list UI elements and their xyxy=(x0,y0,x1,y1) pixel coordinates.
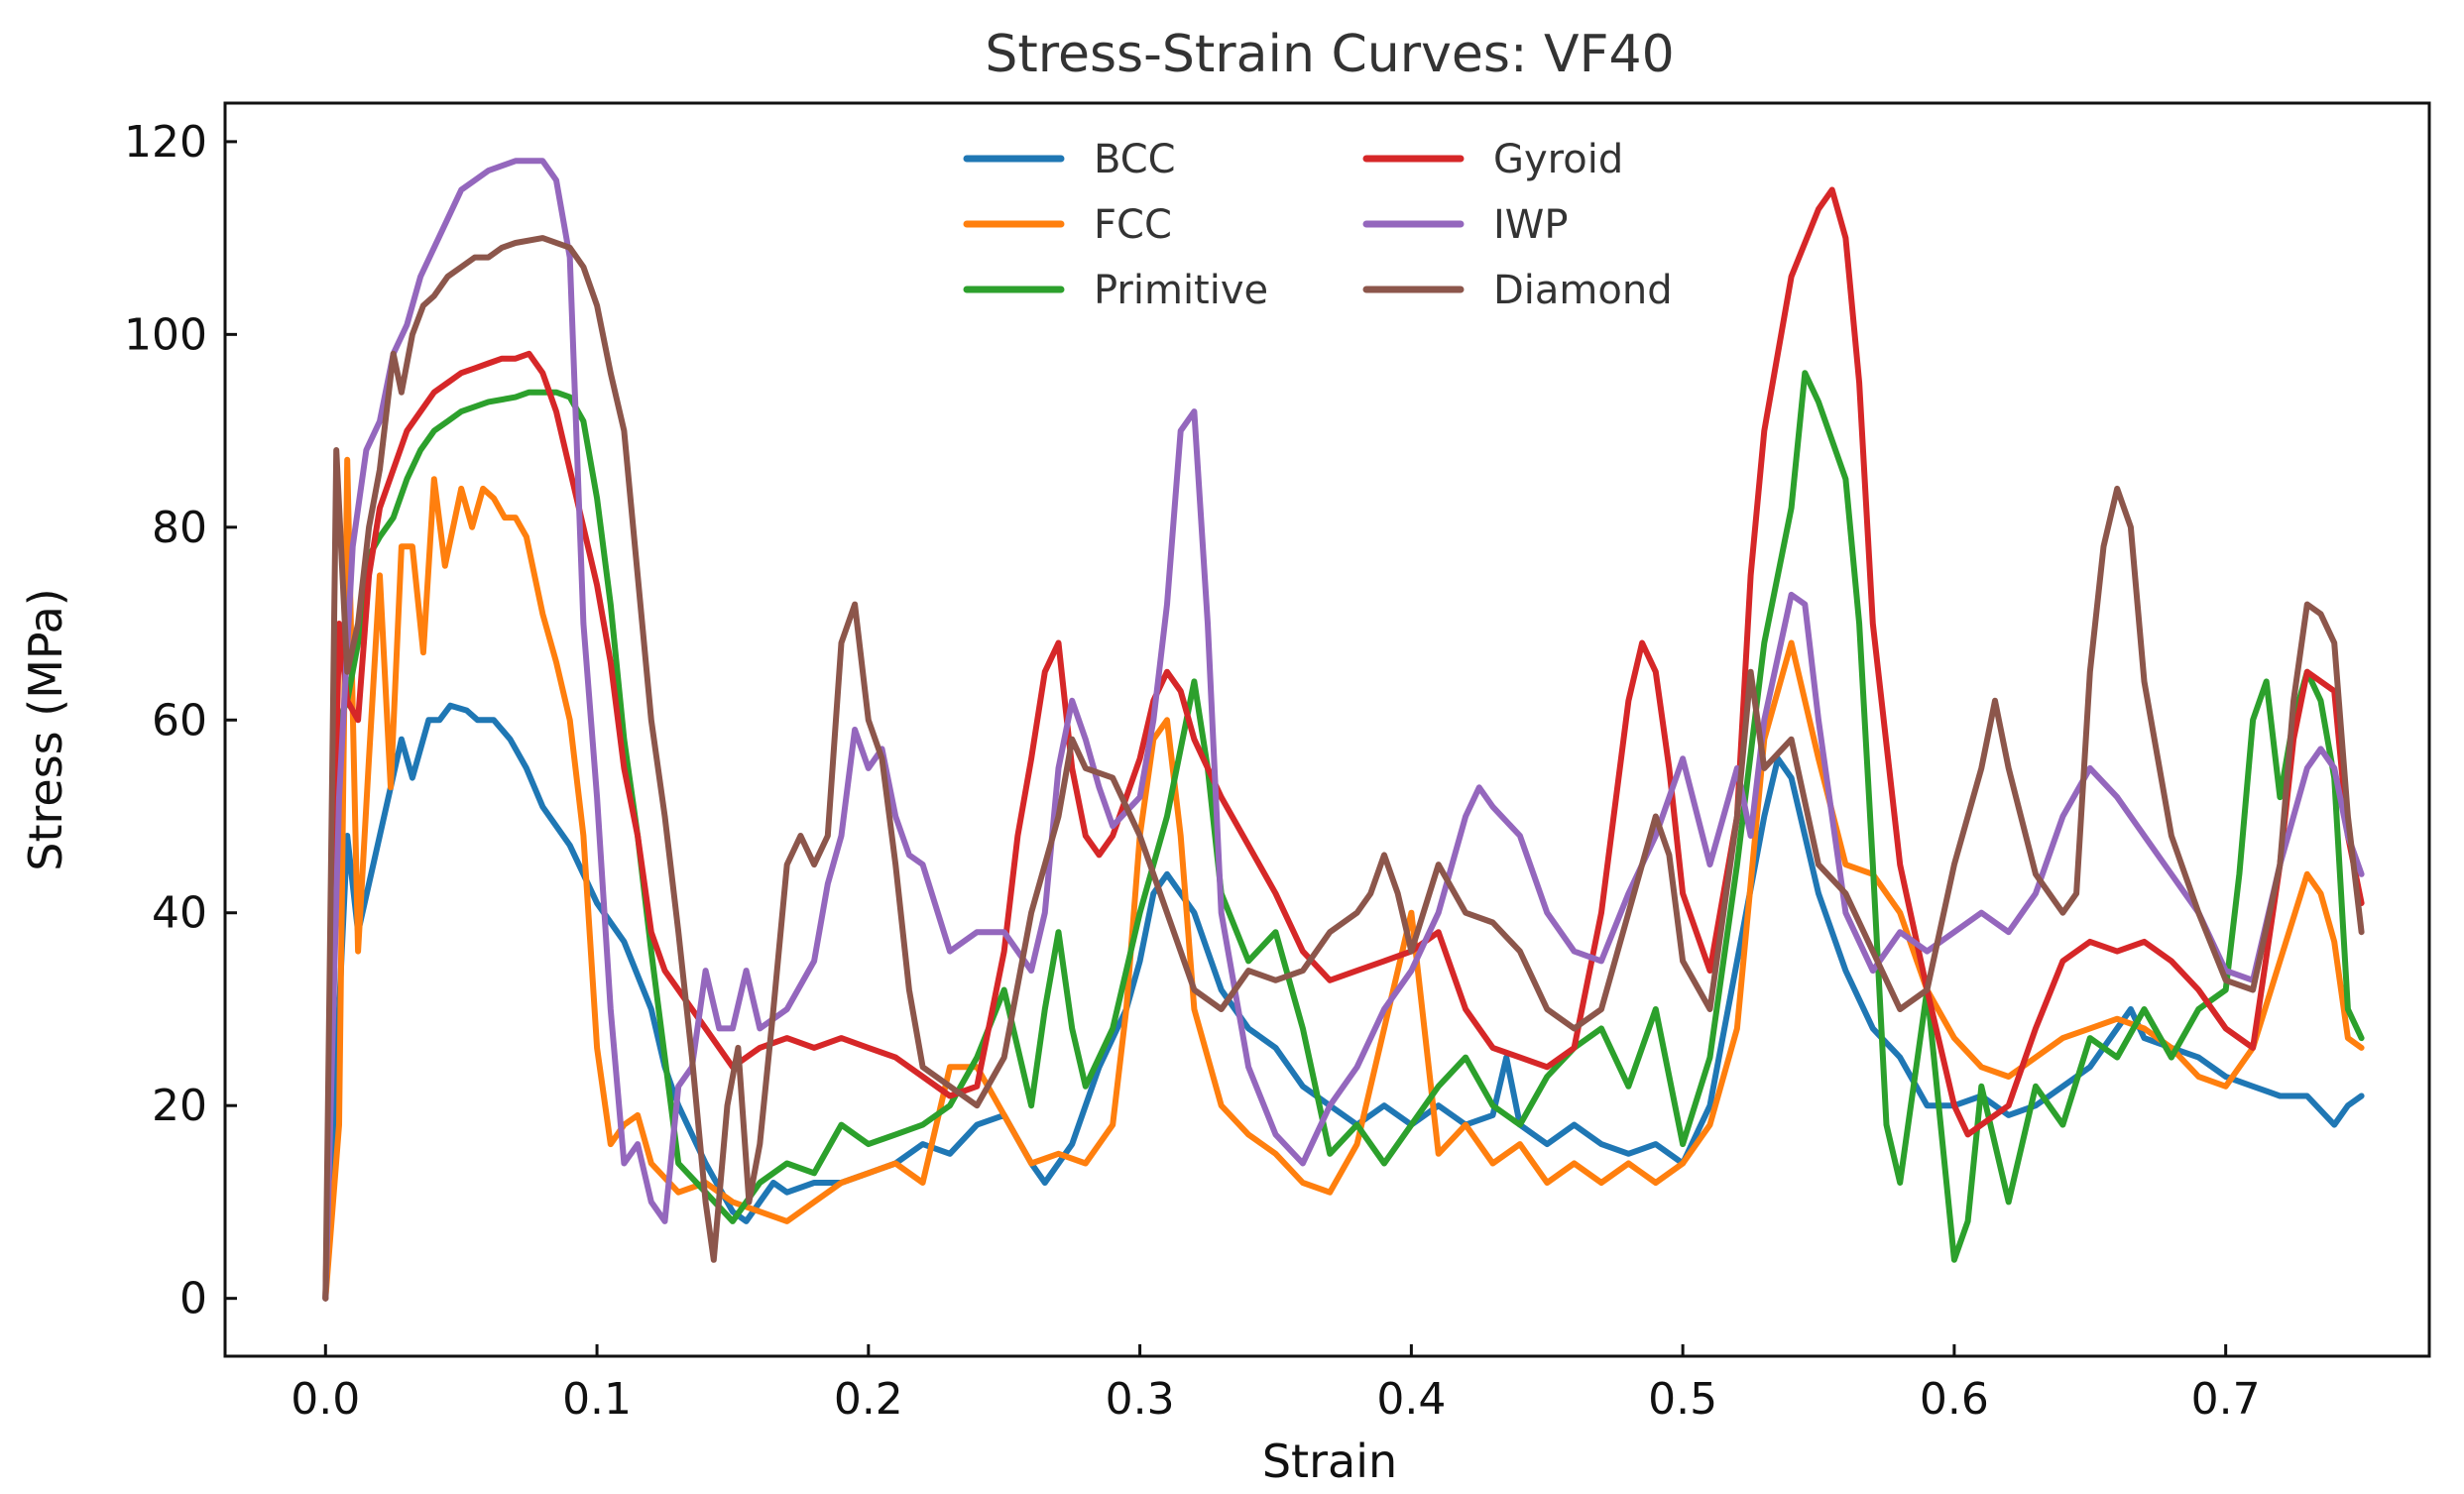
y-tick-label: 80 xyxy=(152,503,207,553)
series-line-primitive xyxy=(322,370,2365,1302)
y-tick-label: 100 xyxy=(124,309,207,360)
y-tick-label: 60 xyxy=(152,695,207,746)
legend-label-diamond: Diamond xyxy=(1493,268,1673,313)
y-tick-label: 0 xyxy=(179,1274,207,1324)
legend-label-iwp: IWP xyxy=(1493,202,1568,248)
plot-frame xyxy=(223,101,2431,1358)
x-tick-label: 0.7 xyxy=(2191,1374,2261,1425)
y-axis-label: Stress (MPa) xyxy=(19,588,72,870)
series-line-diamond xyxy=(322,235,2365,1302)
legend-label-fcc: FCC xyxy=(1094,202,1172,248)
x-tick-label: 0.4 xyxy=(1376,1374,1446,1425)
y-tick-label: 120 xyxy=(124,117,207,168)
legend-label-primitive: Primitive xyxy=(1094,268,1268,313)
series-line-fcc xyxy=(322,456,2365,1302)
series-line-iwp xyxy=(322,158,2365,1302)
series-line-gyroid xyxy=(322,186,2365,1302)
x-axis-label: Strain xyxy=(1262,1435,1397,1488)
x-tick-label: 0.2 xyxy=(834,1374,903,1425)
x-tick-label: 0.6 xyxy=(1920,1374,1989,1425)
legend-label-bcc: BCC xyxy=(1094,137,1176,182)
y-tick-label: 20 xyxy=(152,1081,207,1131)
y-axis: 0 20 40 60 80 100 120 xyxy=(124,117,237,1324)
legend-label-gyroid: Gyroid xyxy=(1493,137,1623,182)
chart-title: Stress-Strain Curves: VF40 xyxy=(985,25,1674,84)
x-tick-label: 0.5 xyxy=(1648,1374,1717,1425)
x-axis: 0.0 0.1 0.2 0.3 0.4 0.5 0.6 0.7 xyxy=(291,1344,2261,1425)
x-tick-label: 0.1 xyxy=(562,1374,632,1425)
legend: BCC FCC Primitive Gyroid IWP Diamond xyxy=(963,137,1673,313)
x-tick-label: 0.3 xyxy=(1106,1374,1175,1425)
y-tick-label: 40 xyxy=(152,888,207,939)
x-tick-label: 0.0 xyxy=(291,1374,360,1425)
